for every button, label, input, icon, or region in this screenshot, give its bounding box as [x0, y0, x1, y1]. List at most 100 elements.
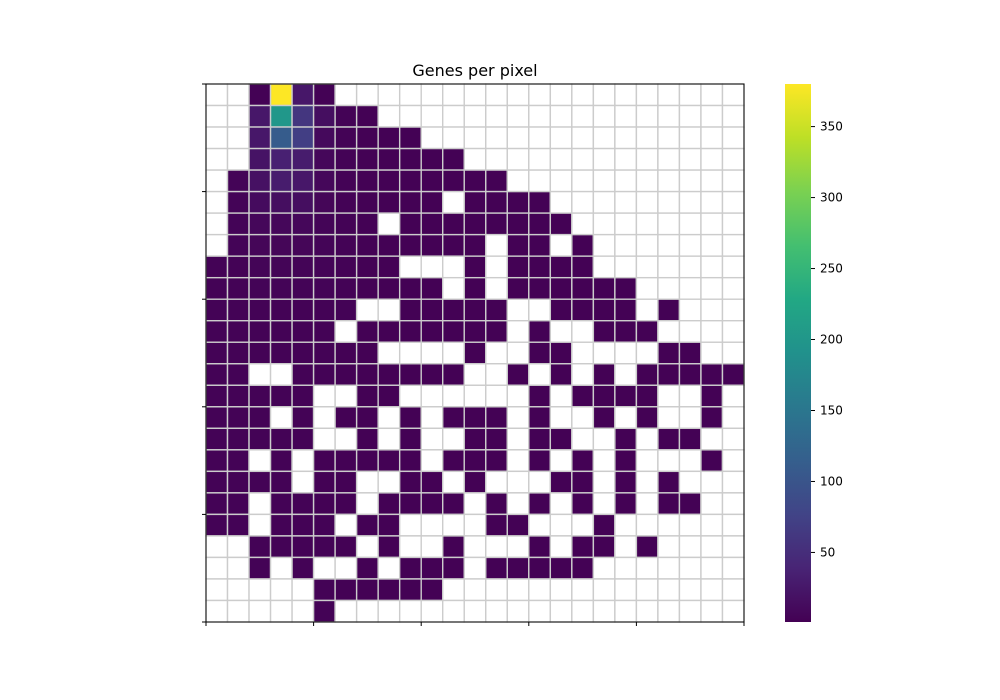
heatmap-cell — [463, 556, 487, 580]
heatmap-cell — [355, 255, 379, 279]
heatmap-cell — [571, 578, 595, 602]
heatmap-cell — [592, 535, 616, 559]
heatmap-cell — [205, 83, 229, 107]
heatmap-cell — [355, 276, 379, 300]
heatmap-cell — [657, 535, 681, 559]
heatmap-cell — [248, 427, 272, 451]
heatmap-cell — [678, 492, 702, 516]
heatmap-cell — [592, 320, 616, 343]
heatmap-cell — [506, 470, 530, 494]
heatmap-cell — [614, 384, 638, 408]
heatmap-cell — [312, 470, 336, 494]
heatmap-cell — [549, 298, 573, 322]
heatmap-cell — [205, 126, 229, 150]
heatmap-cell — [635, 255, 659, 279]
heatmap-cell — [592, 492, 616, 516]
heatmap-cell — [355, 470, 379, 494]
heatmap-cell — [657, 169, 681, 193]
heatmap-cell — [678, 169, 702, 193]
heatmap-cell — [571, 255, 595, 279]
heatmap-cell — [678, 513, 702, 537]
heatmap-cell — [635, 169, 659, 193]
heatmap-cell — [506, 169, 530, 193]
heatmap-cell — [571, 233, 595, 257]
colorbar-tick-label: 250 — [820, 262, 843, 276]
heatmap-cell — [700, 513, 724, 537]
heatmap-cell — [355, 212, 379, 236]
heatmap-cell — [248, 449, 272, 473]
heatmap-cell — [226, 578, 250, 602]
heatmap-cell — [657, 233, 681, 257]
heatmap-cell — [291, 212, 315, 236]
heatmap-cell — [248, 513, 272, 537]
heatmap-cell — [592, 255, 616, 279]
heatmap-cell — [398, 169, 422, 193]
heatmap-cell — [248, 406, 272, 430]
heatmap-cell — [334, 599, 358, 623]
heatmap-cell — [571, 406, 595, 430]
heatmap-cell — [549, 147, 573, 171]
heatmap-cell — [571, 104, 595, 128]
colorbar-tick-label: 50 — [820, 545, 835, 559]
heatmap-cell — [635, 83, 659, 107]
heatmap-cell — [592, 83, 616, 107]
heatmap-cell — [592, 341, 616, 365]
heatmap-cell — [721, 556, 745, 580]
heatmap-cell — [721, 126, 745, 150]
heatmap-cell — [205, 513, 229, 537]
heatmap-cell — [721, 255, 745, 279]
heatmap-cell — [291, 513, 315, 537]
heatmap-cell — [398, 147, 422, 171]
heatmap-cell — [721, 513, 745, 537]
heatmap-cell — [571, 492, 595, 516]
heatmap-cell — [312, 83, 336, 107]
heatmap-cell — [269, 535, 293, 559]
heatmap-cell — [205, 578, 229, 602]
heatmap-cell — [463, 384, 487, 408]
heatmap-cell — [721, 341, 745, 365]
heatmap-cell — [506, 449, 530, 473]
heatmap-cell — [226, 341, 250, 365]
heatmap-cell — [205, 212, 229, 236]
heatmap-cell — [334, 298, 358, 322]
heatmap-cell — [678, 599, 702, 623]
heatmap-cell — [506, 190, 530, 214]
heatmap-cell — [592, 169, 616, 193]
heatmap-cell — [420, 341, 444, 365]
heatmap-cell — [442, 492, 465, 516]
heatmap-cell — [592, 233, 616, 257]
heatmap-cell — [334, 492, 358, 516]
heatmap-cell — [592, 449, 616, 473]
heatmap-cell — [226, 427, 250, 451]
heatmap-cell — [377, 320, 401, 343]
heatmap-cell — [398, 578, 422, 602]
heatmap-cell — [355, 535, 379, 559]
heatmap-cell — [355, 492, 379, 516]
heatmap-cell — [334, 470, 358, 494]
heatmap-cell — [420, 276, 444, 300]
heatmap-cell — [377, 233, 401, 257]
heatmap-cell — [269, 492, 293, 516]
heatmap-cell — [355, 126, 379, 150]
heatmap-cell — [355, 83, 379, 107]
heatmap-cell — [377, 298, 401, 322]
heatmap-cell — [549, 556, 573, 580]
heatmap-cell — [571, 427, 595, 451]
heatmap-cell — [549, 470, 573, 494]
heatmap-cell — [398, 470, 422, 494]
heatmap-cell — [485, 363, 508, 386]
heatmap-cell — [291, 578, 315, 602]
heatmap-cell — [485, 341, 508, 365]
heatmap-cell — [549, 212, 573, 236]
heatmap-cell — [269, 363, 293, 386]
heatmap-cell — [528, 104, 552, 128]
heatmap-cell — [312, 190, 336, 214]
heatmap-cell — [700, 126, 724, 150]
colorbar-tick-label: 150 — [820, 403, 843, 417]
heatmap-cell — [657, 449, 681, 473]
heatmap-cell — [226, 449, 250, 473]
heatmap-cell — [269, 126, 293, 150]
heatmap-cell — [442, 255, 465, 279]
heatmap-cell — [592, 126, 616, 150]
heatmap-cell — [355, 169, 379, 193]
